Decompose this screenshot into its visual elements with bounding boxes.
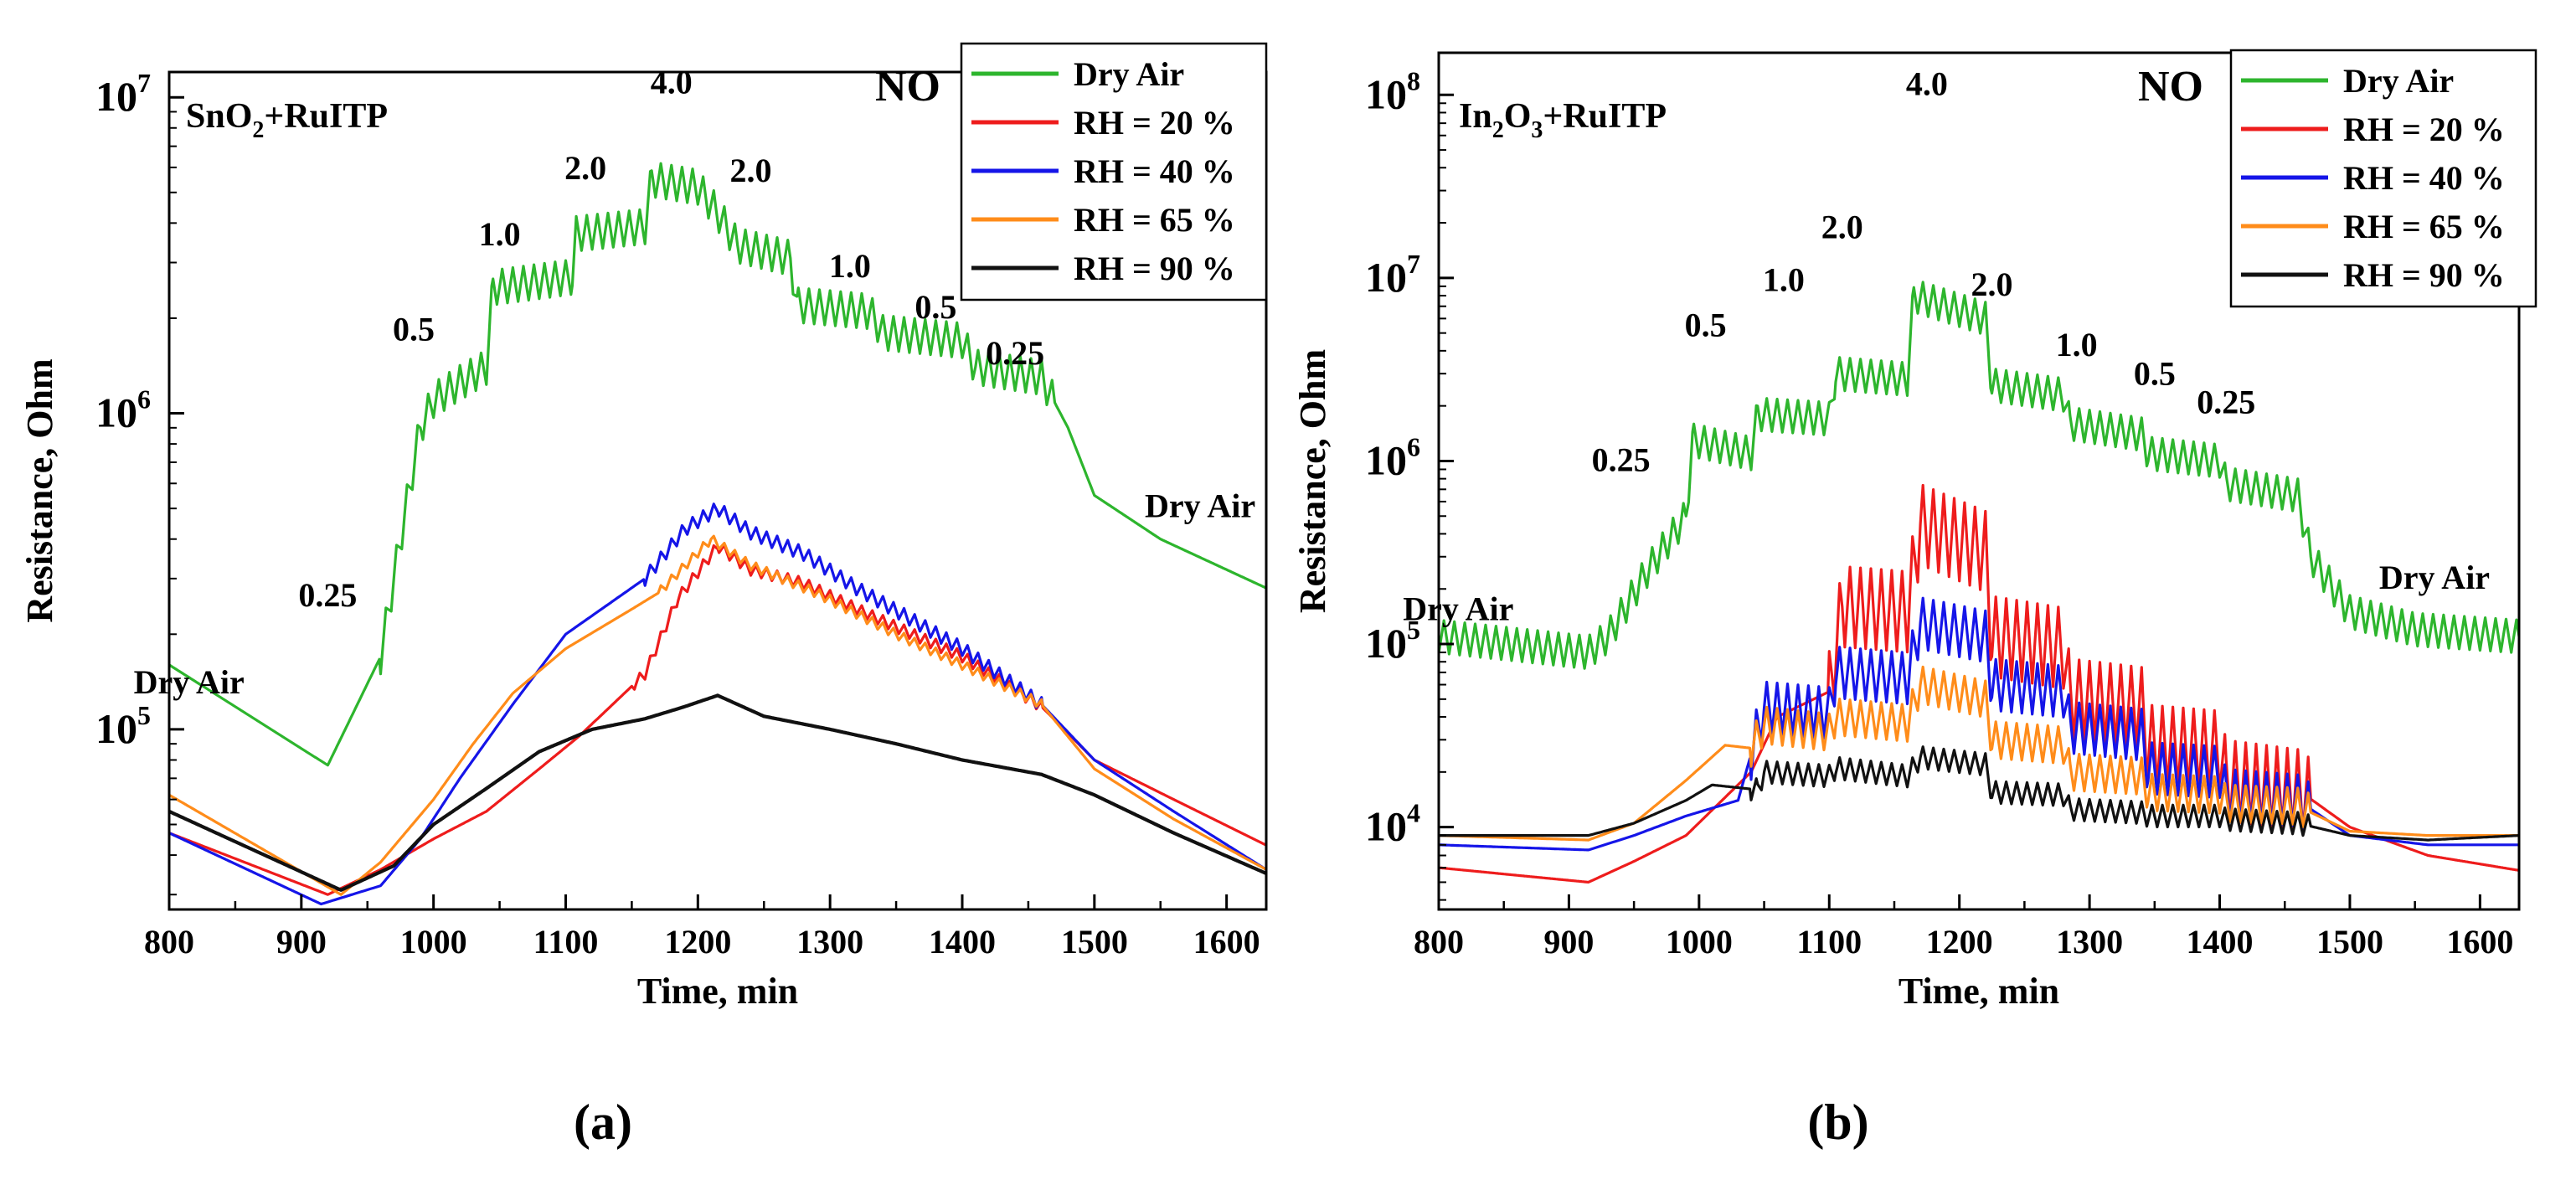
material-label: In2O3+RuITP (1459, 97, 1667, 143)
concentration-annotation: 0.5 (2134, 355, 2176, 393)
concentration-annotation: 1.0 (829, 247, 871, 285)
y-tick-label: 105 (1365, 615, 1420, 667)
legend-label: RH = 40 % (2343, 159, 2505, 197)
series-line-5 (1439, 745, 2519, 842)
plot-frame (1437, 51, 2521, 911)
y-axis-label: Resistance, Ohm (19, 358, 60, 622)
legend-label: Dry Air (2343, 62, 2454, 100)
x-tick-label: 1400 (929, 923, 996, 961)
concentration-annotation: 1.0 (2056, 326, 2098, 363)
gas-label: NO (875, 63, 940, 111)
panel-label: (a) (574, 1095, 632, 1150)
y-tick-label: 105 (95, 700, 151, 752)
concentration-annotation: 0.25 (986, 334, 1044, 372)
x-tick-label: 900 (276, 923, 327, 961)
y-tick-label: 108 (1365, 65, 1420, 117)
legend-label: RH = 20 % (1074, 104, 1235, 142)
concentration-annotation: Dry Air (1403, 590, 1513, 628)
x-tick-label: 900 (1543, 923, 1594, 961)
series-group (169, 162, 1266, 906)
legend-label: RH = 40 % (1074, 152, 1235, 190)
x-tick-label: 800 (1414, 923, 1464, 961)
concentration-annotation: 2.0 (1821, 208, 1863, 245)
series-line-3 (169, 502, 1266, 906)
x-tick-label: 1600 (1193, 923, 1260, 961)
concentration-annotation: 1.0 (479, 215, 521, 253)
x-tick-label: 1200 (664, 923, 731, 961)
x-tick-label: 1400 (2187, 923, 2254, 961)
legend-label: RH = 65 % (2343, 208, 2505, 245)
concentration-annotation: 0.25 (1592, 441, 1651, 479)
x-tick-label: 800 (144, 923, 194, 961)
x-tick-label: 1000 (1666, 923, 1733, 961)
legend-label: RH = 90 % (2343, 256, 2505, 294)
y-tick-label: 104 (1365, 798, 1420, 850)
x-axis-label: Time, min (1899, 971, 2059, 1012)
x-axis-label: Time, min (637, 971, 798, 1012)
y-tick-label: 106 (95, 384, 151, 436)
series-line-5 (169, 693, 1266, 892)
x-tick-label: 1100 (1796, 923, 1862, 961)
chart-panel-b: 800 900 1000 1100 1200 1300 1400 1500 1600 104 105… (1292, 49, 2537, 1150)
concentration-annotation: 0.25 (298, 576, 357, 614)
concentration-annotation: Dry Air (2379, 559, 2490, 596)
concentration-annotation: 0.25 (2197, 384, 2255, 421)
chart-panel-a: 800 900 1000 1100 1200 1300 1400 1500 1600 105 106… (19, 42, 1268, 1150)
concentration-annotation: 4.0 (1906, 64, 1948, 102)
series-line-1 (169, 162, 1266, 767)
concentration-annotation: 2.0 (564, 149, 606, 187)
concentration-annotation: 2.0 (1971, 265, 2013, 303)
legend-label: Dry Air (1074, 55, 1184, 93)
concentration-annotation: 0.5 (1685, 307, 1727, 344)
gas-label: NO (2138, 63, 2203, 111)
series-line-1 (1439, 281, 2519, 670)
x-tick-label: 1300 (2056, 923, 2123, 961)
x-tick-label: 1200 (1926, 923, 1993, 961)
x-tick-label: 1300 (796, 923, 863, 961)
concentration-annotation: 2.0 (729, 152, 771, 189)
x-tick-label: 1500 (2316, 923, 2383, 961)
x-tick-label: 1500 (1061, 923, 1128, 961)
y-tick-label: 107 (1365, 249, 1420, 301)
series-line-4 (1439, 665, 2519, 842)
legend-label: RH = 65 % (1074, 201, 1235, 239)
concentration-annotation: 1.0 (1763, 260, 1805, 298)
material-label: SnO2+RuITP (186, 97, 388, 143)
panel-label: (b) (1807, 1095, 1868, 1150)
y-axis-label: Resistance, Ohm (1292, 349, 1333, 613)
legend: Dry Air RH = 20 % RH = 40 % RH = 65 % RH = 9… (2229, 49, 2537, 308)
series-group (1439, 281, 2519, 884)
concentration-annotation: Dry Air (134, 663, 245, 701)
y-tick-label: 107 (95, 68, 151, 120)
legend-label: RH = 20 % (2343, 111, 2505, 148)
legend: Dry Air RH = 20 % RH = 40 % RH = 65 % RH = 9… (960, 42, 1268, 301)
x-tick-label: 1600 (2446, 923, 2513, 961)
y-tick-label: 106 (1365, 431, 1420, 483)
concentration-annotation: 0.5 (914, 288, 956, 326)
series-line-3 (1439, 596, 2519, 852)
x-tick-label: 1000 (400, 923, 467, 961)
plot-frame (167, 70, 1268, 911)
concentration-annotation: Dry Air (1145, 487, 1255, 524)
legend-label: RH = 90 % (1074, 250, 1235, 287)
concentration-annotation: 4.0 (651, 63, 693, 100)
series-line-2 (1439, 483, 2519, 884)
x-tick-label: 1100 (533, 923, 599, 961)
concentration-annotation: 0.5 (393, 311, 435, 348)
